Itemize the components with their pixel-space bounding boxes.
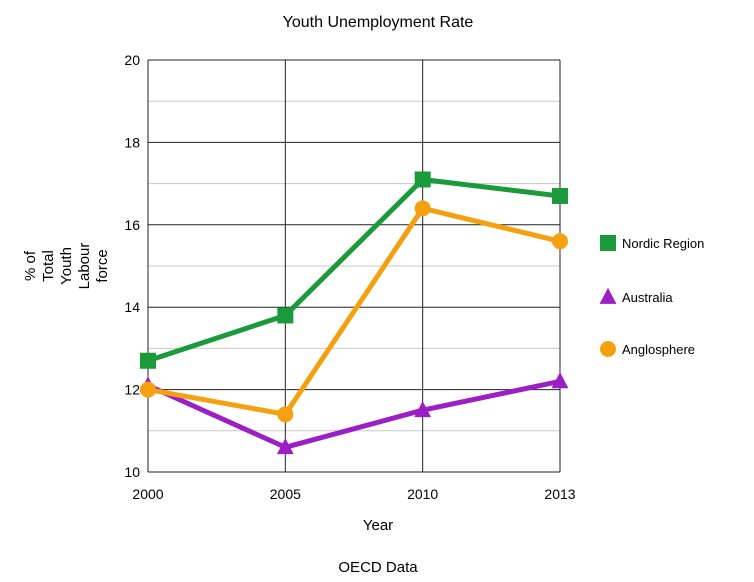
data-point-marker [277, 406, 294, 423]
data-point-marker [277, 307, 294, 324]
data-point-marker [414, 200, 431, 217]
y-tick-labels: 10 12 14 16 18 20 [124, 52, 140, 480]
legend-item: Anglosphere [600, 341, 695, 357]
series-line [146, 378, 561, 450]
legend-item: Nordic Region [600, 235, 704, 251]
legend: Nordic Region Australia Anglosphere [599, 235, 704, 357]
data-point-marker [552, 233, 568, 250]
series-australia [139, 372, 569, 455]
grid [147, 59, 561, 473]
series-line [147, 176, 561, 364]
data-point-marker [551, 372, 569, 389]
legend-label: Anglosphere [622, 342, 695, 357]
x-tick-label: 2013 [544, 486, 575, 502]
series-group [139, 171, 569, 455]
y-tick-label: 14 [124, 299, 140, 315]
chart-title: Youth Unemployment Rate [283, 14, 474, 31]
legend-marker [599, 287, 617, 304]
y-tick-label: 20 [124, 52, 140, 68]
y-axis-label-line: % of [22, 250, 39, 281]
x-tick-label: 2000 [132, 486, 163, 502]
x-axis-label: Year [363, 517, 393, 534]
y-axis-label-line: Total [40, 250, 57, 282]
series-nordic-region [140, 171, 568, 369]
data-point-marker [414, 171, 431, 188]
series-anglosphere [140, 200, 568, 423]
y-axis-label: % of Total Youth Labour force [22, 243, 111, 290]
y-axis-label-line: force [94, 249, 111, 282]
footer-note: OECD Data [338, 559, 418, 576]
x-tick-label: 2005 [270, 486, 301, 502]
y-axis-label-line: Youth [58, 247, 75, 285]
legend-marker [600, 341, 616, 357]
legend-item: Australia [599, 287, 673, 305]
data-point-marker [276, 438, 294, 455]
y-tick-label: 18 [124, 134, 140, 150]
y-tick-label: 16 [124, 217, 140, 233]
data-point-marker [140, 381, 156, 398]
data-point-marker [414, 401, 432, 418]
series-line [147, 205, 561, 417]
data-point-marker [140, 352, 156, 369]
y-axis-label-line: Labour [76, 243, 93, 290]
x-tick-labels: 2000 2005 2010 2013 [132, 486, 575, 502]
legend-label: Nordic Region [622, 236, 704, 251]
y-tick-label: 10 [124, 464, 140, 480]
legend-marker [600, 235, 616, 251]
x-tick-label: 2010 [407, 486, 438, 502]
legend-label: Australia [622, 290, 673, 305]
data-point-marker [552, 187, 568, 204]
y-tick-label: 12 [124, 382, 140, 398]
